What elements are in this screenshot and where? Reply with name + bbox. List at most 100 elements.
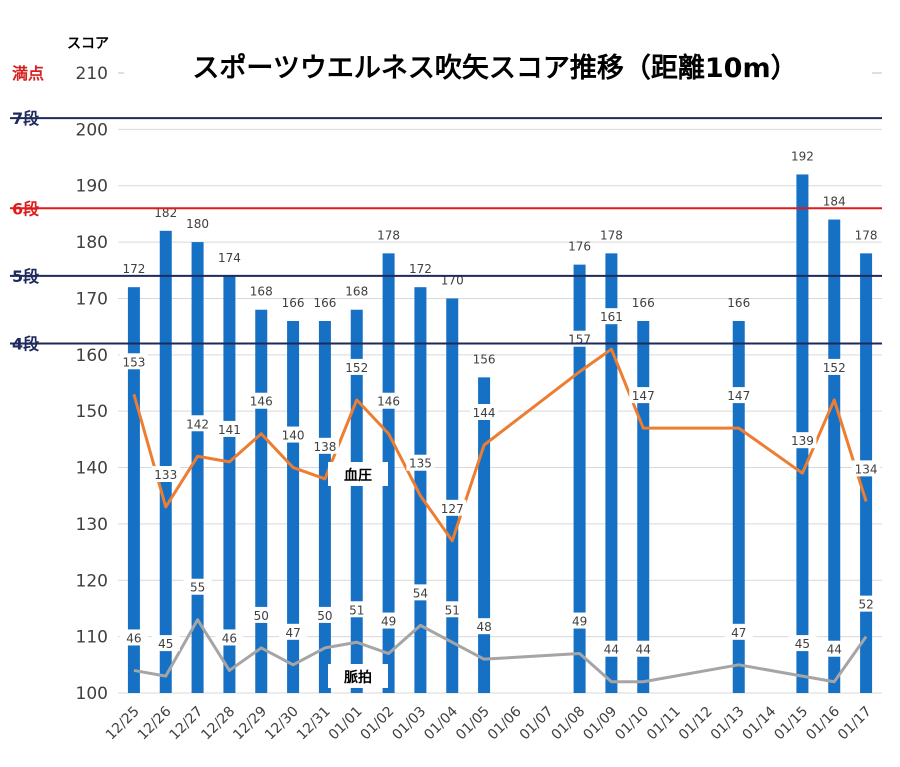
blood-pressure-data-label: 157 xyxy=(568,333,591,347)
score-bar xyxy=(318,321,331,693)
y-tick-label: 130 xyxy=(76,515,108,535)
reference-label: 6段 xyxy=(12,199,40,218)
score-data-label: 192 xyxy=(791,149,814,163)
pulse-data-label: 51 xyxy=(445,603,460,617)
blood-pressure-data-label: 161 xyxy=(600,310,623,324)
blood-pressure-label-bg xyxy=(374,392,403,409)
blood-pressure-data-label: 127 xyxy=(441,502,464,516)
pulse-label-bg xyxy=(279,623,308,640)
score-data-label: 166 xyxy=(282,296,305,310)
x-ticks: 12/2512/2612/2712/2812/2912/3012/3101/01… xyxy=(103,703,875,743)
pulse-data-label: 52 xyxy=(858,598,873,612)
pulse-data-label: 46 xyxy=(126,631,141,645)
score-data-label: 180 xyxy=(186,217,209,231)
pulse-line xyxy=(133,618,868,684)
y-tick-label: 110 xyxy=(76,628,108,648)
blood-pressure-data-label: 144 xyxy=(473,406,496,420)
blood-pressure-data-label: 147 xyxy=(632,389,655,403)
score-data-label: 184 xyxy=(823,195,846,209)
score-data-label: 172 xyxy=(409,262,432,276)
x-tick-label: 01/17 xyxy=(835,704,875,744)
x-tick-label: 01/15 xyxy=(771,704,811,744)
pulse-label-bg xyxy=(438,601,467,618)
y-tick-label: 140 xyxy=(76,459,108,479)
blood-pressure-data-label: 134 xyxy=(855,462,878,476)
x-tick-label: 01/05 xyxy=(453,704,493,744)
x-tick-label: 01/08 xyxy=(549,704,589,744)
blood-pressure-label-bg xyxy=(470,404,499,420)
blood-pressure-label-bg xyxy=(215,420,244,437)
y-tick-label: 120 xyxy=(76,571,108,591)
score-data-label: 166 xyxy=(313,296,336,310)
pulse-label-bg xyxy=(374,612,403,629)
pulse-data-label: 49 xyxy=(381,615,396,629)
score-data-label: 170 xyxy=(441,273,464,287)
score-bar xyxy=(446,298,459,693)
pulse-label-bg xyxy=(852,595,881,612)
blood-pressure-label-bg xyxy=(310,437,339,454)
x-tick-label: 01/04 xyxy=(421,703,461,743)
pulse-data-label: 45 xyxy=(158,637,173,651)
score-data-label: 176 xyxy=(568,240,591,254)
y-tick-label: 160 xyxy=(76,346,108,366)
blood-pressure-data-label: 135 xyxy=(409,457,432,471)
pulse-data-label: 55 xyxy=(190,581,205,595)
score-bar xyxy=(605,253,618,693)
pulse-label-bg xyxy=(119,629,148,646)
pulse-tag: 脈拍 xyxy=(344,669,372,686)
score-data-label: 166 xyxy=(727,296,750,310)
blood-pressure-label-bg xyxy=(119,353,148,370)
blood-pressure-data-label: 141 xyxy=(218,423,241,437)
x-tick-label: 12/30 xyxy=(262,704,302,744)
blood-pressure-data-label: 152 xyxy=(345,361,368,375)
x-tick-label: 12/25 xyxy=(103,704,143,744)
score-bar xyxy=(382,253,395,693)
score-data-label: 178 xyxy=(600,228,623,242)
gridlines xyxy=(118,72,882,694)
x-tick-label: 12/31 xyxy=(294,704,334,744)
pulse-data-label: 50 xyxy=(254,609,269,623)
x-tick-label: 01/10 xyxy=(612,704,652,744)
pulse-tag-bg xyxy=(328,664,388,688)
blood-pressure-data-label: 153 xyxy=(122,355,145,369)
score-bar xyxy=(478,377,491,693)
score-bar xyxy=(159,230,172,693)
score-bar xyxy=(637,321,650,693)
x-tick-label: 01/13 xyxy=(708,704,748,744)
rank-reference-lines: 満点 7段 6段 5段 4段 xyxy=(10,64,882,354)
blood-pressure-data-label: 133 xyxy=(154,468,177,482)
blood-pressure-data-label: 140 xyxy=(282,429,305,443)
score-bar xyxy=(573,264,586,693)
score-data-label: 178 xyxy=(377,228,400,242)
blood-pressure-label-bg xyxy=(247,392,276,409)
reference-label: 4段 xyxy=(12,335,40,354)
x-tick-label: 01/09 xyxy=(580,704,620,744)
score-data-label: 168 xyxy=(250,285,273,299)
score-data-label: 156 xyxy=(473,352,496,366)
pulse-data-label: 44 xyxy=(604,643,619,657)
blood-pressure-label-bg xyxy=(724,387,753,404)
x-tick-label: 01/11 xyxy=(644,704,684,744)
pulse-data-label: 49 xyxy=(572,615,587,629)
score-data-label: 168 xyxy=(345,285,368,299)
score-data-label: 178 xyxy=(855,228,878,242)
reference-label: 7段 xyxy=(12,109,40,128)
pulse-label-bg xyxy=(310,606,339,623)
pulse-data-label: 48 xyxy=(476,620,491,634)
score-bar xyxy=(828,219,841,693)
pulse-data-label: 44 xyxy=(827,643,842,657)
blood-pressure-label-bg xyxy=(852,460,881,477)
blood-pressure-data-label: 146 xyxy=(377,395,400,409)
pulse-data-label: 51 xyxy=(349,603,364,617)
pulse-label-bg xyxy=(597,640,626,657)
y-tick-label: 150 xyxy=(76,402,108,422)
pulse-data-label: 46 xyxy=(222,631,237,645)
blood-pressure-data-label: 139 xyxy=(791,434,814,448)
score-data-label: 172 xyxy=(122,262,145,276)
pulse-label-bg xyxy=(215,629,244,646)
x-tick-label: 01/03 xyxy=(389,704,429,744)
blood-pressure-label-bg xyxy=(342,358,371,375)
pulse-label-bg xyxy=(724,623,753,640)
